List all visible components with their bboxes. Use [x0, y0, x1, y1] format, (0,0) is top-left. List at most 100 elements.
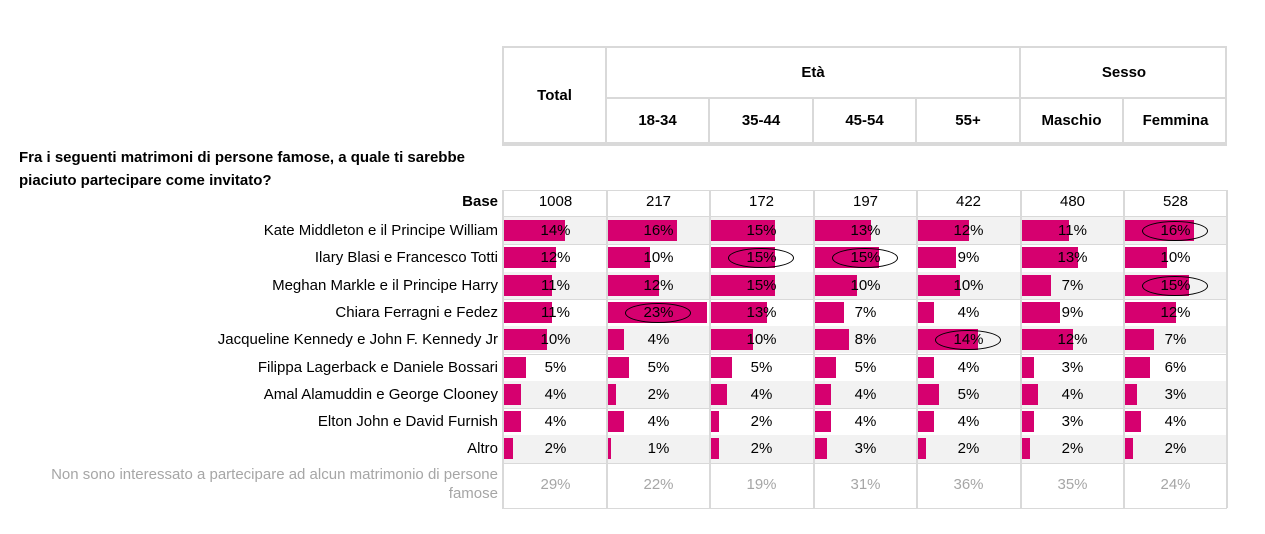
last-row-value: 31% [850, 475, 881, 493]
bar-value-label: 2% [750, 440, 773, 458]
column-divider [1020, 190, 1022, 508]
bar [814, 220, 871, 241]
bar [1124, 438, 1133, 460]
bar [504, 329, 548, 351]
bar-value-label: 3% [1164, 385, 1187, 403]
table-header-frame [502, 46, 1227, 146]
bar [607, 383, 616, 405]
bar [917, 274, 961, 296]
bar-value-label: 5% [854, 358, 877, 376]
bar [917, 301, 935, 323]
bar [1021, 301, 1061, 323]
row-divider [502, 216, 1227, 217]
highlight-ellipse [832, 248, 898, 269]
bar-value-label: 10% [540, 331, 571, 349]
bar [504, 247, 557, 269]
row-label: Elton John e David Furnish [317, 413, 498, 431]
last-row-label: Non sono interessato a partecipare ad al… [51, 465, 498, 502]
bar [1124, 301, 1177, 323]
bar [607, 247, 651, 269]
bar-value-label: 3% [1061, 413, 1084, 431]
bar [814, 411, 832, 433]
bar-value-label: 12% [643, 276, 674, 294]
bar-value-label: 4% [1164, 413, 1187, 431]
bar-value-label: 15% [746, 276, 777, 294]
bar-value-label: 8% [854, 331, 877, 349]
bar-value-label: 3% [1061, 358, 1084, 376]
bar-value-label: 11% [1058, 222, 1087, 239]
base-label: Base [462, 193, 498, 210]
bar [814, 274, 858, 296]
bar-value-label: 7% [1164, 331, 1187, 349]
base-value: 172 [748, 193, 775, 210]
bar-value-label: 4% [647, 413, 670, 431]
header-col-maschio: Maschio [1021, 99, 1124, 144]
bar-value-label: 5% [957, 385, 980, 403]
column-divider [1123, 190, 1125, 508]
bar [1124, 247, 1168, 269]
bar-value-label: 11% [541, 303, 570, 321]
bar-value-label: 9% [1061, 303, 1084, 321]
highlight-ellipse [1142, 221, 1208, 241]
bar [1021, 329, 1074, 351]
header-col-35-44: 35-44 [710, 99, 814, 144]
bar-value-label: 7% [854, 303, 877, 321]
bar [1021, 274, 1052, 296]
bar-value-label: 5% [750, 358, 773, 376]
bar-value-label: 10% [746, 331, 777, 349]
last-row-value: 24% [1160, 475, 1191, 493]
highlight-ellipse [625, 302, 691, 323]
bar [1021, 383, 1039, 405]
bar-value-label: 4% [854, 385, 877, 403]
header-group-eta: Età [607, 48, 1021, 99]
bar [607, 356, 629, 378]
bar [710, 329, 754, 351]
last-row-value: 29% [540, 475, 571, 493]
bar [1021, 356, 1035, 378]
bar-value-label: 13% [1057, 249, 1088, 267]
bar-value-label: 10% [1160, 249, 1191, 267]
bar [1021, 438, 1030, 460]
bar-value-label: 4% [1061, 385, 1084, 403]
header-total: Total [504, 48, 607, 144]
bar-value-label: 4% [544, 385, 567, 403]
bar [504, 438, 513, 460]
bar-value-label: 1% [647, 440, 670, 458]
bar [917, 220, 970, 241]
table-top-line [502, 190, 1227, 191]
bar [917, 438, 926, 460]
bar [710, 301, 767, 323]
row-label: Filippa Lagerback e Daniele Bossari [257, 358, 498, 376]
bar-value-label: 10% [850, 276, 881, 294]
bar-value-label: 12% [1057, 331, 1088, 349]
bar [917, 247, 957, 269]
bar [710, 274, 776, 296]
bar-value-label: 4% [750, 385, 773, 403]
row-divider [502, 298, 1227, 300]
highlight-ellipse [728, 248, 794, 269]
bar [504, 356, 526, 378]
column-divider [502, 190, 504, 508]
row-divider [502, 244, 1227, 246]
table-bottom-line [502, 507, 1227, 509]
row-label: Amal Alamuddin e George Clooney [263, 385, 498, 403]
row-label: Kate Middleton e il Principe William [263, 222, 498, 239]
bar-value-label: 4% [544, 413, 567, 431]
base-value: 217 [645, 193, 672, 210]
row-band [502, 435, 1227, 463]
highlight-ellipse [935, 330, 1001, 351]
bar-value-label: 2% [647, 385, 670, 403]
bar-value-label: 13% [850, 222, 881, 239]
bar-value-label: 2% [750, 413, 773, 431]
bar [607, 220, 677, 241]
bar-value-label: 2% [1061, 440, 1084, 458]
header-col-55plus: 55+ [917, 99, 1021, 144]
bar [504, 383, 522, 405]
bar-value-label: 4% [957, 413, 980, 431]
bar-value-label: 9% [957, 249, 980, 267]
row-divider [502, 353, 1227, 355]
row-band [502, 380, 1227, 409]
bar [607, 274, 660, 296]
bar [710, 220, 776, 241]
bar [504, 220, 565, 241]
